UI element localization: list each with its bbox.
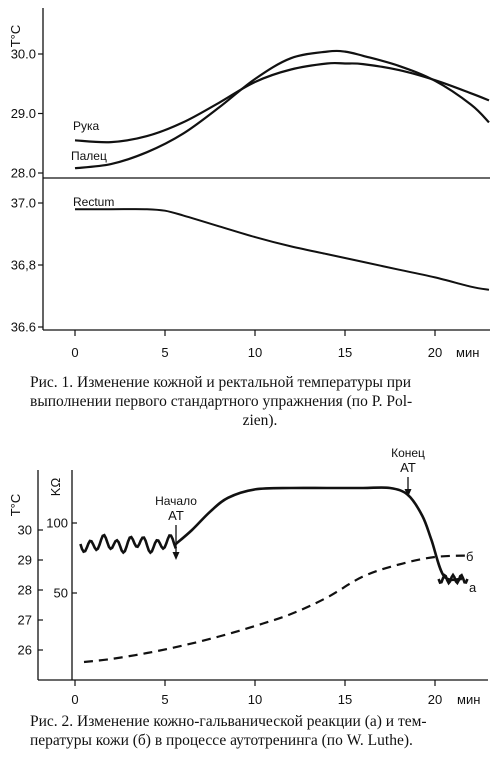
x-tick-label-2: 0 — [71, 692, 78, 707]
caption-1-line-3: zien). — [242, 412, 278, 429]
y-tick-label-top: 28.0 — [11, 166, 36, 181]
y-tick-label-bottom: 36.6 — [11, 320, 36, 335]
figure-2-chart: T°C KΩ 26 27 28 29 30 50 100 0 5 10 15 20 мин Нач… — [8, 446, 488, 707]
resistance-tick-label: 50 — [54, 586, 68, 601]
figure-2-caption: Рис. 2. Изменение кожно-гальванической р… — [30, 712, 492, 750]
resistance-tick-label: 100 — [46, 516, 68, 531]
temp-tick-label: 28 — [18, 583, 32, 598]
x-tick-label: 20 — [428, 345, 442, 360]
annotation-start-arrow — [172, 525, 180, 560]
caption-2-line-1: Рис. 2. Изменение кожно-гальванической р… — [30, 713, 427, 730]
temp-tick-label: 30 — [18, 523, 32, 538]
series-line-b — [83, 554, 472, 664]
x-unit-label-2: мин — [457, 692, 480, 707]
caption-1-line-2: выполнении первого стандартного упражнен… — [30, 393, 413, 410]
figure-1-caption: Рис. 1. Изменение кожной и ректальной те… — [30, 373, 490, 430]
y-tick-label-bottom: 36,8 — [11, 258, 36, 273]
x-unit-label: мин — [456, 345, 479, 360]
annotation-end-line-1: Конец — [391, 446, 425, 460]
annotation-start-line-1: Начало — [155, 494, 197, 508]
series-label-b: б — [466, 549, 473, 564]
x-tick-label: 15 — [338, 345, 352, 360]
y-tick-label-top: 30.0 — [11, 47, 36, 62]
series-line-a — [174, 486, 463, 582]
annotation-start-line-2: AT — [168, 508, 184, 523]
y-tick-label-top: 29.0 — [11, 106, 36, 121]
x-tick-label-2: 15 — [338, 692, 352, 707]
annotation-end-arrow — [404, 477, 412, 497]
series-label-ruka: Рука — [73, 119, 100, 133]
temp-tick-label: 26 — [18, 643, 32, 658]
y-unit-label: T°C — [8, 25, 23, 48]
x-tick-label-2: 5 — [161, 692, 168, 707]
figure-1-chart: T°C 28.0 29.0 30.0 36.6 36,8 37.0 0 5 10 15 20 м… — [8, 8, 490, 360]
caption-2-line-2: пературы кожи (б) в процессе аутотренинг… — [30, 732, 413, 749]
x-tick-label: 0 — [71, 345, 78, 360]
x-tick-label: 10 — [248, 345, 262, 360]
x-tick-label: 5 — [161, 345, 168, 360]
temp-tick-label: 27 — [18, 613, 32, 628]
series-a-baseline-wave — [79, 533, 178, 555]
x-tick-label-2: 20 — [428, 692, 442, 707]
series-label-palets: Палец — [71, 149, 107, 163]
resistance-unit-label: KΩ — [48, 478, 63, 497]
annotation-end-line-2: AT — [400, 460, 416, 475]
x-tick-label-2: 10 — [248, 692, 262, 707]
arrow-head — [172, 552, 180, 560]
caption-1-line-1: Рис. 1. Изменение кожной и ректальной те… — [30, 374, 412, 391]
series-label-a: а — [469, 580, 477, 595]
arrow-head — [404, 489, 412, 497]
series-a-tail-wave — [437, 572, 469, 586]
series-label-rectum: Rectum — [73, 195, 114, 209]
series-line-ruka — [74, 61, 490, 144]
series-line-rectum — [75, 208, 490, 291]
temp-tick-label: 29 — [18, 553, 32, 568]
series-line-palets — [74, 49, 490, 170]
y-tick-label-bottom: 37.0 — [11, 196, 36, 211]
temp-unit-label: T°C — [8, 494, 23, 517]
